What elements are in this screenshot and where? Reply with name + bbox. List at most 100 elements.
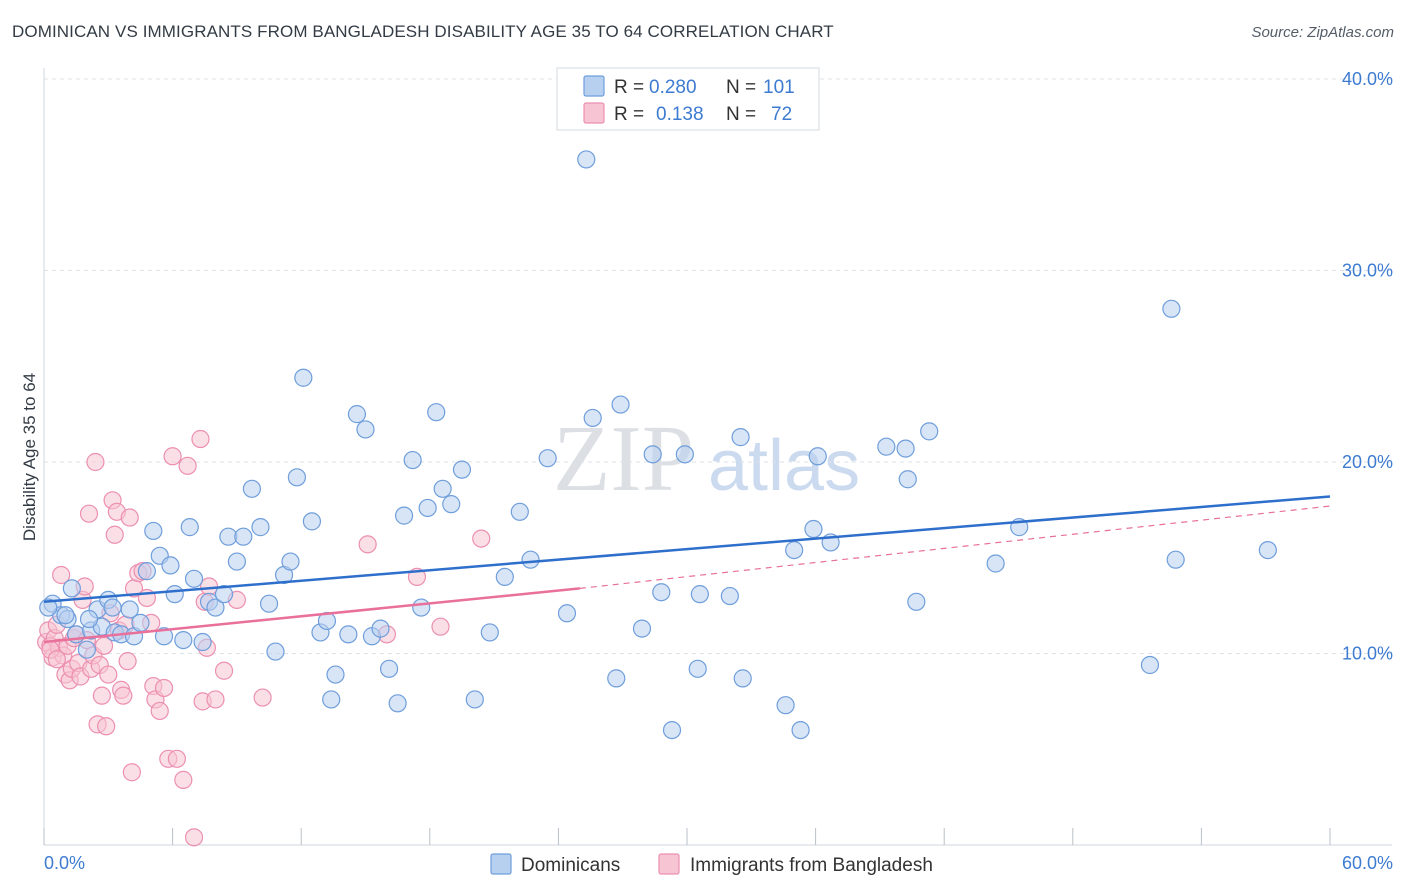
dominican-point xyxy=(791,720,810,740)
bangladesh-point xyxy=(52,565,71,585)
dominican-point xyxy=(412,598,431,617)
bangladesh-point xyxy=(206,690,225,709)
dominican-point xyxy=(131,613,150,632)
bangladesh-point xyxy=(214,661,234,680)
y-axis-label: Disability Age 35 to 64 xyxy=(20,373,39,541)
bangladesh-point xyxy=(92,686,111,705)
y-tick-label: 20.0% xyxy=(1342,452,1393,472)
dominican-point xyxy=(184,569,204,588)
dominican-point xyxy=(652,583,671,602)
source-credit: Source: ZipAtlas.com xyxy=(1251,24,1394,41)
bangladesh-point xyxy=(253,688,272,707)
dominican-point xyxy=(427,403,446,422)
grid xyxy=(44,78,1392,654)
bangladesh-point xyxy=(105,525,124,544)
dominican-point xyxy=(808,447,827,466)
dominican-point xyxy=(242,479,262,498)
bangladesh-point xyxy=(150,701,169,721)
dominican-point xyxy=(690,585,709,604)
dominican-point xyxy=(154,627,174,646)
bangladesh-point xyxy=(178,456,197,475)
dominican-point xyxy=(418,498,437,518)
dominican-point xyxy=(326,665,345,684)
y-tick-labels: 10.0% 20.0% 30.0% 40.0% xyxy=(1342,69,1393,664)
bangladesh-point xyxy=(122,763,141,782)
dominican-point xyxy=(388,694,407,713)
series-bangladesh-points xyxy=(37,429,491,847)
dominican-point xyxy=(206,598,225,617)
bottom-legend-swatch-bangladesh xyxy=(658,853,680,875)
bangladesh-point xyxy=(163,447,182,466)
dominican-point xyxy=(294,368,313,387)
dominican-point xyxy=(510,502,529,521)
bangladesh-trend-extension xyxy=(579,505,1331,589)
dominican-point xyxy=(79,609,99,629)
dominican-point xyxy=(538,449,557,468)
dominican-point xyxy=(607,669,626,688)
bottom-legend-label-bangladesh: Immigrants from Bangladesh xyxy=(690,855,933,876)
dominican-point xyxy=(1140,655,1160,675)
dominican-point xyxy=(161,556,180,575)
dominican-point xyxy=(251,518,270,537)
dominican-point xyxy=(137,562,156,581)
y-tick-label: 30.0% xyxy=(1342,261,1393,281)
legend-r-label-dominicans: R = xyxy=(614,77,644,98)
dominican-point xyxy=(302,512,322,531)
legend-n-label-bangladesh: N = xyxy=(726,104,756,125)
dominican-point xyxy=(379,659,399,678)
bangladesh-point xyxy=(79,504,99,523)
trend-lines xyxy=(43,495,1331,644)
dominican-point xyxy=(720,586,739,606)
dominican-point xyxy=(322,690,341,709)
bottom-legend-label-dominicans: Dominicans xyxy=(521,855,620,876)
dominican-point xyxy=(180,518,199,537)
y-tick-label: 10.0% xyxy=(1342,644,1393,664)
dominican-point xyxy=(776,696,795,715)
bangladesh-point xyxy=(114,686,133,705)
dominican-point xyxy=(371,619,390,638)
dominican-point xyxy=(986,554,1005,573)
bangladesh-trend-line xyxy=(43,587,580,644)
dominican-point xyxy=(662,720,682,740)
legend-r-value-dominicans: 0.280 xyxy=(649,77,697,98)
dominican-point xyxy=(557,604,577,623)
dominican-point xyxy=(394,506,414,525)
legend-r-label-bangladesh: R = xyxy=(614,104,644,125)
watermark-zip: ZIP xyxy=(553,407,694,511)
dominican-point xyxy=(442,495,461,514)
bangladesh-point xyxy=(174,770,193,789)
dominican-point xyxy=(632,619,652,638)
dominican-point xyxy=(452,460,472,479)
bangladesh-point xyxy=(199,577,219,596)
dominican-point xyxy=(39,598,58,617)
bangladesh-point xyxy=(118,652,137,671)
dominican-point xyxy=(433,479,452,498)
dominican-point xyxy=(877,437,896,456)
bangladesh-point xyxy=(99,665,118,684)
dominican-point xyxy=(62,579,81,598)
dominicans-trend-line xyxy=(43,495,1331,604)
series-dominicans-points xyxy=(39,150,1277,740)
bangladesh-point xyxy=(47,650,66,669)
dominican-point xyxy=(174,630,193,650)
legend-n-value-bangladesh: 72 xyxy=(771,104,792,125)
dominican-point xyxy=(165,585,184,604)
dominican-point xyxy=(339,625,358,644)
dominican-point xyxy=(347,405,367,424)
dominican-point xyxy=(785,540,804,560)
dominican-point xyxy=(1166,550,1185,569)
dominican-point xyxy=(688,659,707,678)
bangladesh-point xyxy=(94,636,114,655)
dominican-point xyxy=(259,594,279,613)
dominican-point xyxy=(281,552,300,571)
series-legend: Dominicans Immigrants from Bangladesh xyxy=(490,853,933,876)
dominican-point xyxy=(234,527,253,546)
legend-n-label-dominicans: N = xyxy=(726,77,756,98)
legend-swatch-bangladesh xyxy=(583,102,605,124)
bangladesh-point xyxy=(167,749,186,768)
dominican-point xyxy=(495,567,514,587)
bangladesh-point xyxy=(472,529,491,548)
dominican-point xyxy=(521,550,540,569)
x-tick-label-min: 0.0% xyxy=(44,853,85,873)
